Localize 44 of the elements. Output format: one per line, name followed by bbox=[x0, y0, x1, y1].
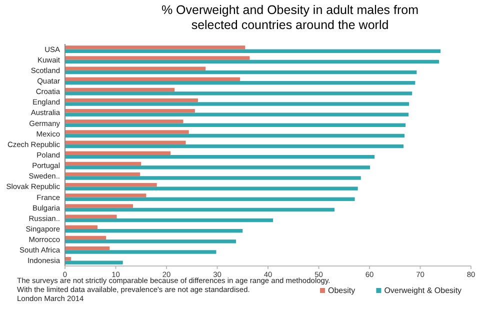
chart-title: % Overweight and Obesity in adult males from selected countries around the world bbox=[161, 3, 419, 32]
bar bbox=[65, 140, 186, 144]
bar bbox=[65, 130, 189, 134]
bar bbox=[65, 98, 198, 102]
bar bbox=[65, 60, 440, 64]
bar bbox=[65, 144, 404, 148]
bar bbox=[65, 218, 274, 222]
bar bbox=[65, 49, 441, 53]
bar bbox=[65, 56, 250, 60]
bar bbox=[65, 166, 370, 170]
bar bbox=[65, 186, 358, 190]
bar bbox=[65, 151, 171, 155]
bar bbox=[65, 66, 206, 70]
bar bbox=[65, 155, 375, 159]
bar bbox=[65, 120, 184, 124]
bar bbox=[65, 81, 416, 85]
bar bbox=[65, 225, 98, 229]
bar bbox=[65, 236, 106, 240]
bar bbox=[65, 197, 355, 201]
bar bbox=[65, 194, 146, 198]
bar bbox=[65, 250, 216, 254]
bar bbox=[65, 204, 134, 208]
bar bbox=[65, 214, 117, 218]
legend-label: Overweight & Obesity bbox=[384, 286, 462, 295]
bar bbox=[65, 260, 123, 264]
bar bbox=[65, 229, 243, 233]
legend-label: Obesity bbox=[328, 286, 356, 295]
bar bbox=[65, 77, 240, 81]
bar bbox=[65, 183, 157, 187]
bar bbox=[65, 134, 405, 138]
bar bbox=[65, 246, 110, 250]
bar bbox=[65, 109, 195, 113]
bar bbox=[65, 172, 140, 176]
bar bbox=[65, 240, 236, 244]
bar bbox=[65, 162, 142, 166]
bar bbox=[65, 70, 417, 74]
bar bbox=[65, 123, 406, 127]
bar bbox=[65, 208, 334, 212]
bar bbox=[65, 92, 412, 96]
bar bbox=[65, 176, 361, 180]
bar bbox=[65, 88, 175, 92]
bar bbox=[65, 46, 246, 50]
bar bbox=[65, 102, 410, 106]
bar bbox=[65, 112, 409, 116]
